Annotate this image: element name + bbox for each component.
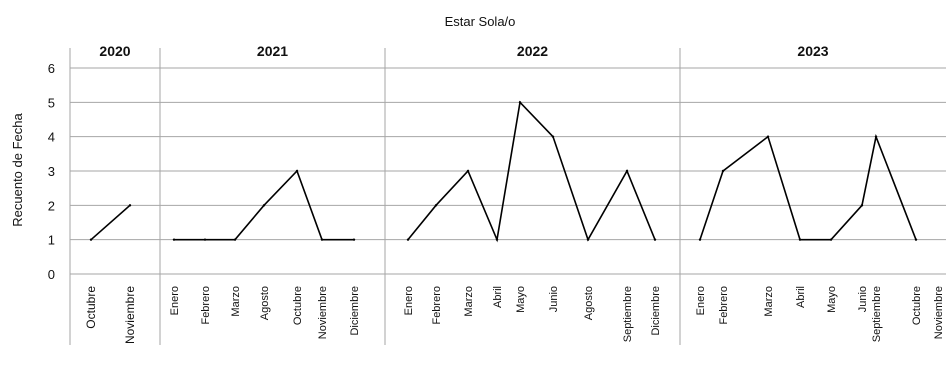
data-point [495, 238, 499, 241]
x-tick-label: Febrero [431, 286, 443, 325]
x-tick-label: Marzo [463, 286, 475, 317]
x-tick-label: Octubre [911, 286, 923, 325]
x-tick-label: Noviembre [317, 286, 329, 339]
x-tick-label: Septiembre [871, 286, 883, 342]
x-tick-label: Mayo [826, 286, 838, 313]
y-tick-label: 4 [48, 130, 55, 145]
panel-2023: 2023 Enero Febrero Marzo Abril Mayo Junio Septi… [695, 43, 945, 342]
x-tick-label: Enero [169, 286, 181, 315]
data-point [874, 135, 878, 138]
year-label: 2022 [517, 43, 548, 59]
x-tick-label: Noviembre [933, 286, 945, 339]
data-point [625, 169, 629, 173]
x-tick-label: Noviembre [123, 286, 137, 344]
data-point [352, 238, 356, 241]
data-point [914, 238, 918, 241]
series-line-2023 [699, 133, 917, 241]
data-point [295, 169, 299, 173]
x-tick-label: Mayo [515, 286, 527, 313]
data-point [320, 238, 324, 241]
x-tick-label: Octubre [84, 286, 98, 329]
y-tick-labels: 0 1 2 3 4 5 6 [48, 61, 55, 282]
data-point [466, 169, 470, 173]
x-tick-label: Abril [795, 286, 807, 308]
data-point [766, 135, 770, 138]
x-tick-label: Enero [403, 286, 415, 315]
x-tick-label: Septiembre [622, 286, 634, 342]
y-tick-label: 6 [48, 61, 55, 76]
x-tick-label: Junio [548, 286, 560, 312]
data-point [89, 238, 93, 241]
data-point [262, 204, 266, 207]
data-point [798, 238, 802, 241]
y-tick-label: 3 [48, 164, 55, 179]
panel-2021: 2021 Enero Febrero Marzo Agosto Octubre Noviem… [169, 43, 386, 345]
data-point [518, 101, 522, 104]
data-point [434, 204, 438, 207]
x-tick-label: Junio [857, 286, 869, 312]
x-tick-label: Octubre [292, 286, 304, 325]
x-tick-label: Agosto [259, 286, 271, 320]
data-point [233, 238, 237, 241]
data-point [586, 238, 590, 241]
data-point [860, 204, 864, 207]
series-line-2020 [90, 204, 131, 241]
x-tick-label: Marzo [763, 286, 775, 317]
x-tick-label: Enero [695, 286, 707, 315]
x-tick-label: Diciembre [349, 286, 361, 336]
data-point [172, 238, 176, 241]
y-tick-label: 0 [48, 267, 55, 282]
x-tick-label: Marzo [230, 286, 242, 317]
year-label: 2021 [257, 43, 288, 59]
panel-2020: 2020 Octubre Noviembre [84, 43, 161, 345]
data-point [128, 204, 132, 207]
y-tick-label: 5 [48, 95, 55, 110]
y-tick-label: 2 [48, 198, 55, 213]
data-point [203, 238, 207, 241]
x-tick-label: Abril [492, 286, 504, 308]
data-point [406, 238, 410, 241]
data-point [721, 169, 725, 173]
y-tick-label: 1 [48, 233, 55, 248]
data-point [829, 238, 833, 241]
year-panels: 2020 Octubre Noviembre 2021 Enero Febrero Marz… [84, 43, 945, 345]
x-tick-label: Febrero [718, 286, 730, 325]
data-point [551, 135, 555, 138]
data-point [698, 238, 702, 241]
x-tick-label: Diciembre [650, 286, 662, 336]
chart-title: Estar Sola/o [445, 14, 516, 29]
year-label: 2020 [99, 43, 130, 59]
y-axis-label: Recuento de Fecha [10, 113, 25, 227]
panel-2022: 2022 Enero Febrero Marzo Abril Mayo Junio Agost… [403, 43, 681, 345]
year-label: 2023 [797, 43, 828, 59]
x-tick-label: Agosto [583, 286, 595, 320]
x-tick-label: Febrero [200, 286, 212, 325]
data-point [653, 238, 657, 241]
